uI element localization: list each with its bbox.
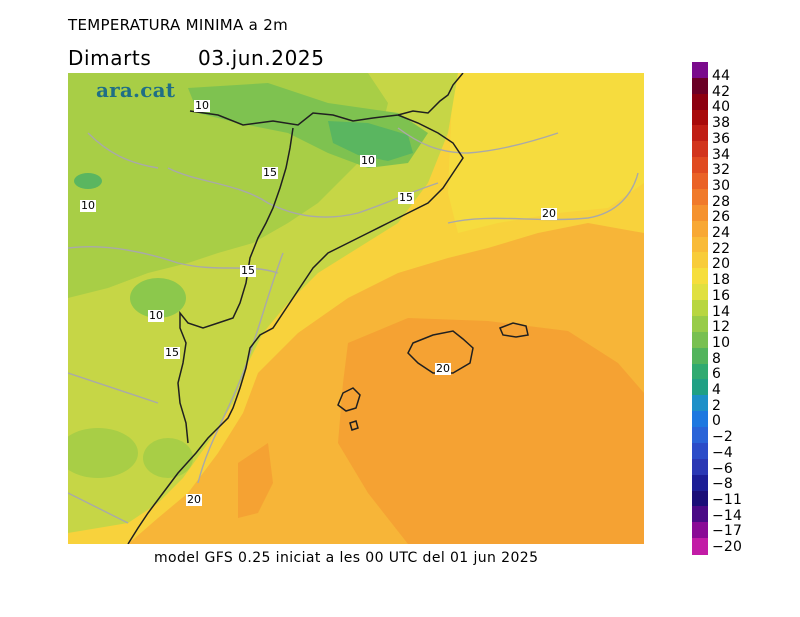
colorbar-segment (692, 490, 708, 507)
colorbar-segment (692, 379, 708, 396)
colorbar-segment (692, 331, 708, 349)
colorbar-tick-label: 0 (712, 413, 722, 430)
contour-label: 10 (194, 99, 210, 112)
colorbar-segment (692, 157, 708, 174)
colorbar-segment (692, 474, 708, 492)
colorbar-segment (692, 300, 708, 317)
colorbar-tick-label: −17 (712, 523, 743, 540)
sea-warm-core (338, 318, 644, 544)
colorbar-segment (692, 268, 708, 285)
forecast-date: 03.jun.2025 (198, 46, 325, 70)
colorbar-tick-label: 26 (712, 209, 731, 226)
colorbar-segment (692, 522, 708, 539)
colorbar-tick-label: 2 (712, 397, 722, 414)
colorbar-tick-label: 36 (712, 130, 731, 147)
contour-label: 20 (435, 362, 451, 375)
colorbar-segment (692, 125, 708, 142)
colorbar-segment (692, 77, 708, 95)
colorbar-tick-label: 44 (712, 68, 731, 84)
forecast-day: Dimarts (68, 46, 152, 70)
colorbar-tick-label: −20 (712, 539, 743, 555)
colorbar-segment (692, 141, 708, 158)
coastline (127, 73, 464, 544)
model-run-caption: model GFS 0.25 iniciat a les 00 UTC del … (154, 550, 539, 566)
colorbar-tick-label: 40 (712, 99, 731, 116)
coast-warm-patch (238, 443, 273, 518)
colorbar-segment (692, 284, 708, 301)
colorbar-tick-label: −11 (712, 491, 743, 508)
balearic-islands (337, 322, 529, 431)
colorbar-segment (692, 315, 708, 333)
contour-label: 15 (262, 166, 278, 179)
colorbar-tick-label: 16 (712, 287, 731, 304)
colorbar-tick-label: 4 (712, 382, 722, 398)
pyrenees-cold-core (328, 121, 413, 161)
south-cool-spot (68, 428, 138, 478)
colorbar-tick-label: 20 (712, 256, 731, 273)
temperature-colorbar (692, 62, 708, 555)
contour-label: 15 (240, 264, 256, 277)
colorbar-tick-label: −8 (712, 476, 734, 493)
map-title: TEMPERATURA MINIMA a 2m (68, 16, 288, 34)
colorbar-tick-label: 30 (712, 177, 731, 194)
colorbar-tick-label: 34 (712, 146, 731, 163)
colorbar-tick-label: 24 (712, 225, 731, 241)
region-boundaries (68, 127, 639, 524)
colorbar-segment (692, 347, 708, 365)
colorbar-tick-label: 14 (712, 303, 731, 320)
colorbar-tick-label: −14 (712, 507, 743, 524)
colorbar-segment (692, 236, 708, 254)
colorbar-segment (692, 62, 708, 79)
contour-label: 10 (80, 199, 96, 212)
temperature-map: ara.cat 10 10 15 10 15 15 20 10 15 20 20 (68, 73, 644, 544)
contour-label: 10 (148, 309, 164, 322)
colorbar-tick-label: 28 (712, 193, 731, 210)
colorbar-tick-label: 42 (712, 83, 731, 100)
colorbar-segment (692, 93, 708, 111)
map-graphic (68, 73, 644, 544)
west-cold-spot (74, 173, 102, 189)
colorbar-segment (692, 458, 708, 476)
colorbar-segment (692, 109, 708, 127)
northeast-warm-area (448, 73, 644, 233)
colorbar-segment (692, 363, 708, 381)
colorbar-tick-label: 10 (712, 334, 731, 351)
colorbar-segment (692, 411, 708, 428)
colorbar-segment (692, 395, 708, 412)
colorbar-segment (692, 252, 708, 269)
colorbar-segment (692, 188, 708, 206)
contour-label: 20 (186, 493, 202, 506)
colorbar-tick-label: 6 (712, 366, 722, 383)
colorbar-tick-label: 12 (712, 319, 731, 336)
colorbar-segment (692, 220, 708, 238)
colorbar-tick-label: −4 (712, 444, 734, 461)
colorbar-segment (692, 427, 708, 444)
colorbar-segment (692, 506, 708, 523)
colorbar-tick-label: 22 (712, 240, 731, 257)
contour-label: 15 (398, 191, 414, 204)
colorbar-tick-label: 8 (712, 350, 722, 367)
south-cool-spot-2 (143, 438, 193, 478)
colorbar-segment (692, 173, 708, 190)
colorbar-tick-label: 38 (712, 115, 731, 132)
colorbar-tick-label: 18 (712, 272, 731, 289)
colorbar-segment (692, 204, 708, 222)
colorbar-tick-label: 32 (712, 162, 731, 179)
inland-cool-spot (130, 278, 186, 318)
colorbar-segment (692, 442, 708, 460)
colorbar-tick-label: −2 (712, 429, 734, 446)
contour-label: 20 (541, 207, 557, 220)
colorbar-segment (692, 538, 708, 555)
colorbar-tick-label: −6 (712, 460, 734, 477)
contour-label: 10 (360, 154, 376, 167)
araca-logo: ara.cat (96, 78, 176, 102)
contour-label: 15 (164, 346, 180, 359)
